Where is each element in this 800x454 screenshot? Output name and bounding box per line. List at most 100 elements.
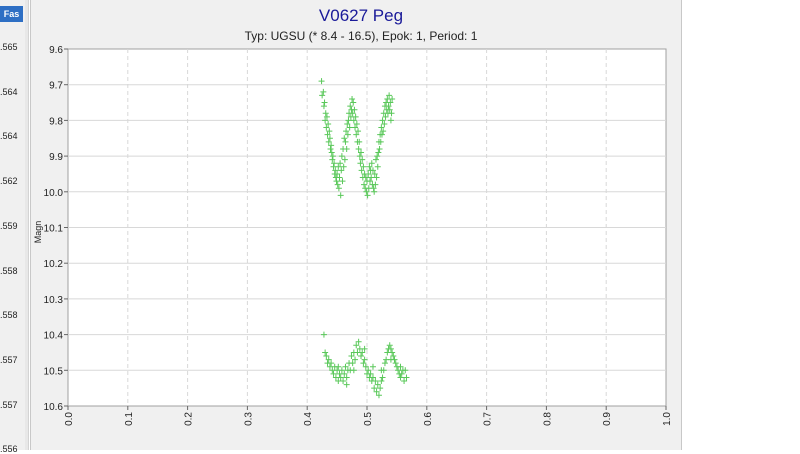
data-point-marker — [386, 342, 393, 349]
data-point-marker — [331, 160, 338, 167]
data-point-marker — [369, 374, 376, 381]
data-point-marker — [392, 360, 399, 367]
data-point-marker — [368, 174, 375, 181]
data-point-marker — [338, 367, 345, 374]
data-point-marker — [371, 385, 378, 392]
data-point-marker — [337, 192, 344, 199]
data-point-marker — [378, 378, 385, 385]
y-tick-label: 10.2 — [44, 259, 64, 270]
data-point-marker — [326, 128, 333, 135]
data-point-marker — [363, 188, 370, 195]
data-point-marker — [328, 360, 335, 367]
data-point-marker — [352, 113, 359, 120]
data-point-marker — [380, 128, 387, 135]
data-point-marker — [371, 170, 378, 177]
panel-splitter[interactable] — [25, 0, 29, 450]
data-point-marker — [349, 360, 356, 367]
phase-value: .564 — [0, 87, 18, 97]
y-tick-label: 9.8 — [49, 116, 63, 127]
data-point-marker — [344, 131, 351, 138]
data-point-marker — [358, 353, 365, 360]
data-point-marker — [390, 353, 397, 360]
data-point-marker — [343, 145, 350, 152]
x-tick-label: 0.9 — [602, 412, 613, 426]
data-point-marker — [385, 103, 392, 110]
data-point-marker — [359, 349, 366, 356]
data-point-marker — [337, 374, 344, 381]
data-point-marker — [350, 117, 357, 124]
data-point-marker — [370, 185, 377, 192]
data-point-marker — [365, 170, 372, 177]
phase-value: .557 — [0, 355, 18, 365]
data-point-marker — [338, 153, 345, 160]
data-point-marker — [350, 367, 357, 374]
data-point-marker — [322, 110, 329, 117]
data-point-marker — [356, 153, 363, 160]
data-point-marker — [355, 338, 362, 345]
data-point-marker — [398, 370, 405, 377]
phase-value: .562 — [0, 176, 18, 186]
data-point-marker — [389, 95, 396, 102]
x-tick-label: 1.0 — [662, 412, 673, 426]
x-tick-label: 0.0 — [64, 412, 75, 426]
data-point-marker — [346, 124, 353, 131]
x-tick-label: 0.7 — [483, 412, 494, 426]
data-point-marker — [351, 106, 358, 113]
data-point-marker — [341, 370, 348, 377]
data-point-marker — [358, 149, 365, 156]
data-point-marker — [362, 174, 369, 181]
data-point-marker — [342, 138, 349, 145]
phase-list-panel: Fas .565 .564 .564 .562 .559 .558 .558 .… — [0, 0, 25, 454]
y-tick-label: 10.6 — [44, 402, 64, 413]
data-point-marker — [341, 135, 348, 142]
y-tick-label: 10.0 — [44, 188, 64, 199]
data-point-marker — [375, 392, 382, 399]
data-point-marker — [320, 103, 327, 110]
data-point-marker — [343, 128, 350, 135]
phase-value: .564 — [0, 131, 18, 141]
y-tick-label: 9.6 — [49, 45, 63, 56]
data-point-marker — [335, 163, 342, 170]
data-point-marker — [353, 131, 360, 138]
data-point-marker — [379, 374, 386, 381]
data-point-marker — [397, 363, 404, 370]
data-point-marker — [362, 363, 369, 370]
data-point-marker — [372, 378, 379, 385]
data-point-marker — [358, 167, 365, 174]
data-point-marker — [321, 99, 328, 106]
data-point-marker — [359, 156, 366, 163]
y-tick-label: 9.7 — [49, 81, 63, 92]
data-point-marker — [349, 110, 356, 117]
data-point-marker — [320, 88, 327, 95]
data-point-marker — [355, 145, 362, 152]
data-point-marker — [401, 378, 408, 385]
phase-value: .558 — [0, 266, 18, 276]
data-point-marker — [342, 363, 349, 370]
data-point-marker — [372, 181, 379, 188]
data-point-marker — [330, 370, 337, 377]
data-point-marker — [377, 138, 384, 145]
data-point-marker — [373, 174, 380, 181]
data-point-marker — [382, 113, 389, 120]
data-point-marker — [324, 131, 331, 138]
phase-column-header[interactable]: Fas — [0, 6, 23, 22]
data-point-marker — [369, 167, 376, 174]
chart-canvas: V0627 Peg Typ: UGSU (* 8.4 - 16.5), Epok… — [33, 6, 673, 426]
data-point-marker — [322, 349, 329, 356]
data-point-marker — [368, 160, 375, 167]
data-point-marker — [381, 120, 388, 127]
y-tick-label: 10.1 — [44, 224, 64, 235]
data-point-marker — [387, 345, 394, 352]
data-point-marker — [357, 160, 364, 167]
data-point-marker — [387, 117, 394, 124]
data-point-marker — [350, 99, 357, 106]
data-point-marker — [333, 178, 340, 185]
data-point-marker — [341, 156, 348, 163]
data-point-marker — [318, 78, 325, 85]
phase-value: .557 — [0, 400, 18, 410]
data-point-marker — [328, 142, 335, 149]
data-point-marker — [328, 149, 335, 156]
data-point-marker — [353, 120, 360, 127]
axis-ticks: 0.0 0.1 0.2 0.3 0.4 0.5 0.6 0.7 0.8 0.9 1.0 9.6 9.7 9… — [44, 45, 673, 426]
data-point-marker — [348, 353, 355, 360]
